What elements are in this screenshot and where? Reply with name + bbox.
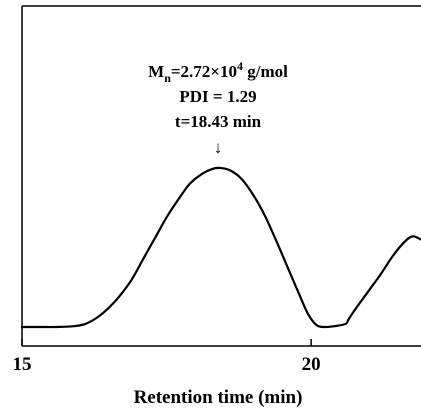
annotation-mn-value: =2.72×10 bbox=[171, 62, 237, 81]
x-axis-label: Retention time (min) bbox=[134, 387, 303, 408]
annotation-mn-sub: n bbox=[164, 71, 171, 85]
x-tick-label-20: 20 bbox=[302, 354, 321, 375]
annotation-mn-prefix: M bbox=[148, 62, 164, 81]
series-line bbox=[20, 166, 421, 329]
annotation-mn: Mn=2.72×104 g/mol bbox=[148, 59, 288, 85]
annotation-mn-exp: 4 bbox=[237, 59, 243, 73]
x-tick-label-15: 15 bbox=[13, 354, 32, 375]
annotation-time: t=18.43 min bbox=[175, 112, 262, 131]
annotation-arrow: ↓ bbox=[214, 138, 223, 157]
annotation-pdi: PDI = 1.29 bbox=[179, 87, 256, 106]
annotation-mn-unit: g/mol bbox=[243, 62, 288, 81]
